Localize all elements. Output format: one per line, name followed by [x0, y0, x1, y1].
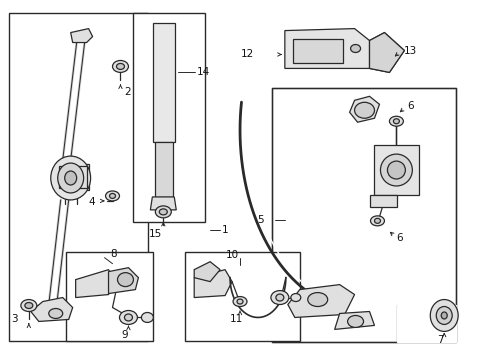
Ellipse shape: [308, 293, 328, 306]
Text: 1: 1: [222, 225, 229, 235]
Ellipse shape: [118, 273, 133, 287]
Text: 3: 3: [12, 314, 18, 324]
Polygon shape: [369, 32, 404, 72]
Text: 12: 12: [241, 49, 254, 59]
Bar: [65, 190, 76, 198]
Polygon shape: [31, 298, 73, 321]
Bar: [9, 13, 148, 341]
Polygon shape: [194, 270, 232, 298]
Text: 15: 15: [149, 229, 162, 239]
Bar: [133, 13, 205, 222]
Text: 6: 6: [407, 101, 414, 111]
Ellipse shape: [436, 306, 452, 324]
Ellipse shape: [159, 209, 167, 215]
Text: 9: 9: [121, 330, 128, 341]
Bar: [66, 252, 153, 341]
Ellipse shape: [120, 310, 137, 324]
Text: 11: 11: [229, 314, 243, 324]
Ellipse shape: [113, 60, 128, 72]
Ellipse shape: [21, 300, 37, 311]
Ellipse shape: [370, 216, 385, 226]
Ellipse shape: [65, 171, 76, 185]
Ellipse shape: [237, 299, 243, 304]
Ellipse shape: [110, 193, 116, 198]
Ellipse shape: [441, 312, 447, 319]
Text: 6: 6: [396, 233, 403, 243]
Ellipse shape: [430, 300, 458, 332]
Polygon shape: [108, 268, 138, 293]
Ellipse shape: [117, 63, 124, 69]
Polygon shape: [150, 197, 176, 210]
Text: 10: 10: [225, 250, 239, 260]
Polygon shape: [75, 270, 116, 298]
Bar: [369, 195, 397, 207]
Ellipse shape: [105, 191, 120, 201]
Polygon shape: [288, 285, 355, 318]
Text: 5: 5: [257, 215, 264, 225]
Text: 7: 7: [437, 336, 443, 345]
Polygon shape: [71, 28, 93, 42]
Ellipse shape: [380, 154, 413, 186]
Text: 2: 2: [124, 87, 131, 97]
Ellipse shape: [276, 294, 284, 301]
Ellipse shape: [350, 45, 361, 53]
Polygon shape: [335, 311, 374, 329]
Ellipse shape: [393, 119, 399, 124]
Ellipse shape: [388, 161, 405, 179]
Bar: [185, 252, 300, 341]
Bar: [272, 88, 456, 342]
Text: 13: 13: [403, 45, 416, 55]
Bar: [153, 23, 175, 142]
Ellipse shape: [58, 163, 84, 193]
Ellipse shape: [155, 206, 172, 218]
Bar: [293, 39, 343, 63]
Bar: [57, 164, 89, 190]
Ellipse shape: [233, 297, 247, 306]
Ellipse shape: [25, 302, 33, 309]
Text: 4: 4: [89, 197, 95, 207]
Ellipse shape: [390, 116, 403, 126]
Polygon shape: [285, 28, 369, 68]
Ellipse shape: [271, 291, 289, 305]
Polygon shape: [194, 262, 220, 282]
Bar: [59, 166, 87, 188]
Ellipse shape: [374, 219, 380, 223]
Ellipse shape: [51, 156, 91, 200]
Ellipse shape: [142, 312, 153, 323]
Ellipse shape: [355, 102, 374, 118]
Ellipse shape: [291, 293, 301, 302]
Text: 14: 14: [197, 67, 210, 77]
Bar: [155, 142, 173, 197]
Ellipse shape: [347, 315, 364, 328]
Polygon shape: [374, 145, 419, 195]
Bar: [397, 305, 456, 342]
Text: 8: 8: [111, 249, 117, 259]
Ellipse shape: [124, 314, 132, 321]
Polygon shape: [349, 96, 379, 122]
Ellipse shape: [49, 309, 63, 319]
